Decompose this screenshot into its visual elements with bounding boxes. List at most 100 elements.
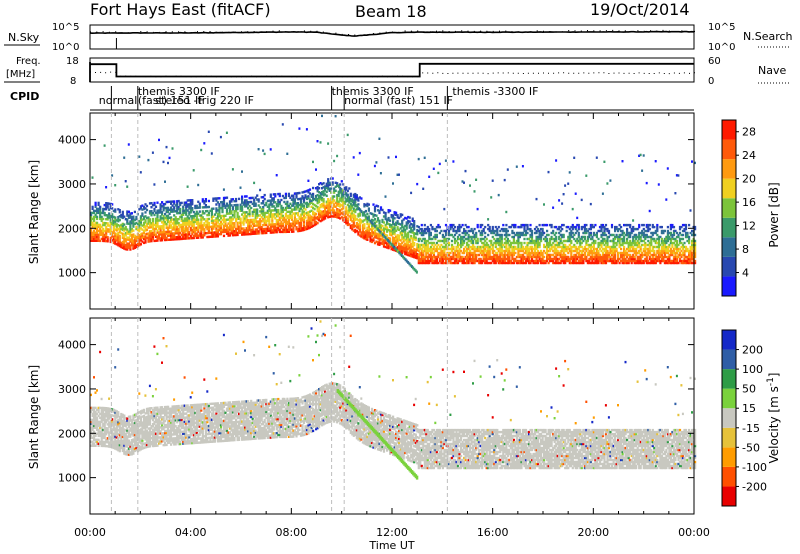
power-cell [349, 218, 352, 222]
power-cell [496, 237, 499, 241]
power-cell [592, 241, 595, 245]
power-cell [411, 245, 414, 248]
power-cell [399, 245, 402, 248]
power-cell [558, 251, 561, 255]
power-cell [645, 243, 648, 247]
power-cell [461, 237, 464, 241]
power-cell [379, 228, 383, 231]
power-cell [165, 226, 168, 230]
power-cell [517, 239, 520, 243]
power-cell [102, 209, 105, 213]
power-cell [641, 233, 644, 237]
power-cell [526, 225, 529, 229]
power-cell [197, 236, 200, 239]
power-cell [493, 241, 496, 245]
power-cell [550, 257, 553, 261]
power-cell [455, 247, 458, 251]
power-cell [218, 229, 221, 232]
frequency-panel: Freq. [MHz] 18 8 60 0 Nave [4, 56, 790, 87]
power-cell [398, 222, 401, 226]
power-cell [458, 255, 461, 259]
power-cell [145, 224, 149, 228]
power-cell [254, 214, 257, 217]
power-cell [647, 235, 650, 239]
power-cell [431, 249, 434, 253]
power-cell [648, 247, 651, 251]
power-cell [475, 255, 478, 259]
power-cell [416, 253, 419, 256]
power-cell [271, 197, 274, 200]
power-cell [336, 198, 339, 201]
power-cell [657, 243, 660, 247]
power-cell [398, 173, 400, 176]
power-cell [580, 255, 583, 259]
power-cell [642, 249, 645, 253]
power-cell [517, 243, 520, 247]
power-cell [432, 167, 435, 170]
power-cell [151, 151, 154, 154]
power-cell [349, 214, 352, 218]
power-cell [179, 207, 182, 211]
power-cell [537, 251, 540, 255]
power-cell [176, 206, 179, 209]
power-cell [376, 243, 380, 246]
power-cell [517, 245, 520, 249]
power-cell [580, 261, 583, 265]
power-cell [376, 235, 380, 238]
power-cell [302, 206, 306, 210]
power-cell [176, 218, 179, 221]
power-cell [410, 250, 413, 254]
power-cell [518, 247, 521, 251]
power-cell [621, 257, 624, 261]
power-cell [218, 197, 221, 200]
power-cell [603, 255, 606, 259]
power-cell [573, 245, 576, 249]
power-cell [292, 222, 295, 225]
power-cell [399, 247, 402, 250]
power-cell [298, 127, 301, 130]
power-cell [562, 257, 565, 261]
power-cell [93, 223, 96, 226]
power-cell [521, 253, 525, 257]
power-cell [411, 219, 414, 222]
power-cell [453, 253, 457, 257]
cpid-label-2: (fast) 151 IF [138, 94, 205, 107]
power-cell [632, 235, 635, 239]
power-cell [292, 224, 295, 227]
power-cell [419, 259, 422, 263]
power-cell [349, 216, 352, 220]
power-cell [305, 128, 308, 131]
power-cell [665, 247, 668, 251]
power-cell [541, 261, 544, 265]
power-cell [115, 233, 118, 236]
power-cell [594, 247, 597, 251]
power-cell [460, 237, 463, 241]
power-cell [123, 237, 126, 240]
power-cell [642, 243, 645, 247]
power-cell [653, 225, 656, 229]
power-cell [254, 208, 257, 211]
power-cell [109, 202, 112, 206]
power-cell [287, 216, 290, 219]
power-cell [312, 192, 315, 196]
power-cell [429, 231, 432, 235]
power-cell [275, 228, 278, 232]
power-cell [553, 261, 556, 265]
power-cell [668, 243, 671, 247]
power-cell [410, 191, 413, 195]
power-cell [632, 237, 635, 241]
power-cell [564, 257, 567, 261]
power-cell [410, 222, 413, 226]
power-cell [618, 227, 621, 231]
power-cell [399, 239, 402, 242]
power-cell [156, 237, 159, 240]
power-cell [675, 249, 679, 253]
power-cell [212, 199, 215, 202]
power-cell [425, 245, 428, 249]
power-cell [627, 261, 630, 265]
power-cell [144, 229, 147, 232]
power-cell [526, 257, 529, 261]
power-cell [156, 239, 159, 242]
power-cell [206, 205, 209, 209]
power-cell [209, 231, 212, 234]
